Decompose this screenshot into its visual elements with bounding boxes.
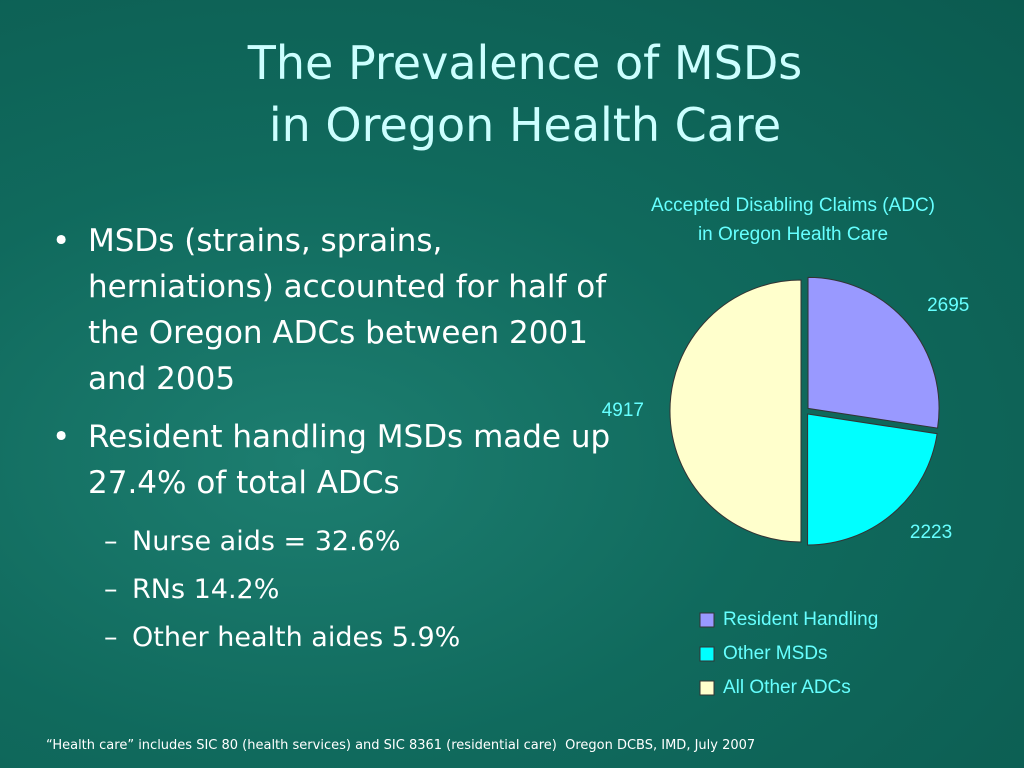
legend-label: Resident Handling <box>723 609 878 630</box>
legend-label: All Other ADCs <box>723 677 851 698</box>
pie-slice <box>807 276 940 429</box>
pie-slice <box>669 279 802 543</box>
legend-swatch <box>699 680 715 696</box>
pie-slice <box>807 413 938 546</box>
legend-label: Other MSDs <box>723 643 828 664</box>
legend-swatch <box>699 646 715 662</box>
chart-title: Accepted Disabling Claims (ADC) <box>651 195 935 216</box>
data-label: 2223 <box>910 522 952 543</box>
sub-bullet: Nurse aids = 32.6% <box>48 518 638 566</box>
sub-bullet: RNs 14.2% <box>48 566 638 614</box>
slide-title: in Oregon Health Care <box>268 98 782 152</box>
bullet-list: MSDs (strains, sprains, herniations) acc… <box>48 218 638 662</box>
sub-bullet: Other health aides 5.9% <box>48 614 638 662</box>
bullet: MSDs (strains, sprains, herniations) acc… <box>48 218 638 402</box>
legend-swatch <box>699 612 715 628</box>
footnote: “Health care” includes SIC 80 (health se… <box>46 738 756 753</box>
chart-title: in Oregon Health Care <box>698 224 888 245</box>
bullet: Resident handling MSDs made up 27.4% of … <box>48 414 638 506</box>
data-label: 4917 <box>602 400 644 421</box>
slide-title: The Prevalence of MSDs <box>247 36 803 90</box>
data-label: 2695 <box>927 295 969 316</box>
